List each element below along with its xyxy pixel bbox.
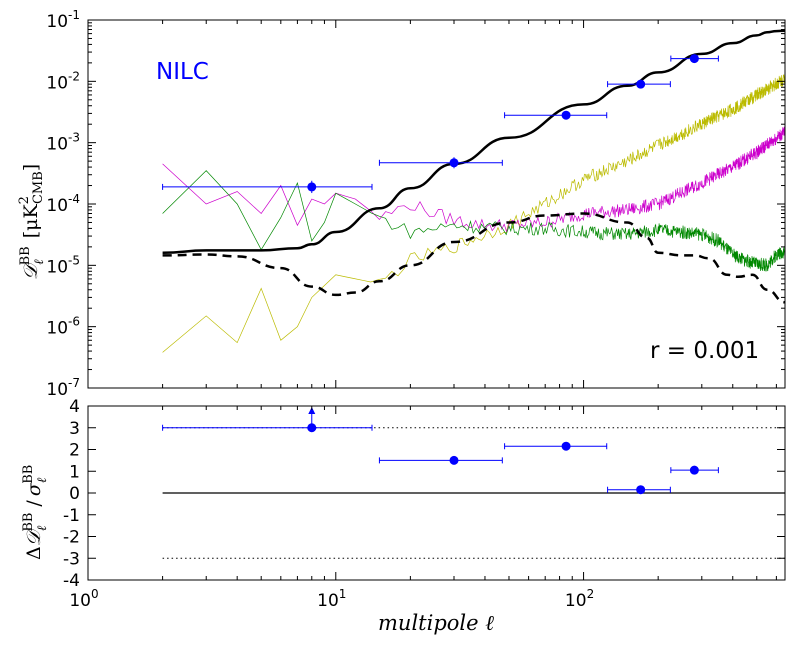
method-label: NILC [156,59,209,85]
upper-bound-arrow-icon [308,407,316,414]
data-point [689,54,699,64]
data-point [636,79,646,89]
x-axis-label: multipole ℓ [378,611,494,635]
y-tick-label: 10-1 [46,8,80,32]
x-tick-label: 100 [69,587,98,611]
data-point [307,182,317,192]
y-tick-label: 10-5 [46,253,80,277]
y-tick-label: -2 [63,528,80,548]
y-tick-label: -1 [63,506,80,526]
y-tick-label: -4 [63,571,80,591]
r-value-label: r = 0.001 [650,338,759,364]
bottom-y-axis-label: Δ𝒟ℓBB/σℓBB [21,465,50,560]
y-tick-label: 3 [69,419,80,439]
series-line-foreground-residual-magenta- [162,126,785,233]
series-line-theory-total [162,29,785,255]
y-tick-label: 10-3 [46,131,80,155]
top-panel: 10-7 10-6 10-5 10-4 10-3 10-2 10-1 NILC r = 0.… [17,8,786,400]
x-tick-label: 102 [565,587,594,611]
residual-point [449,455,459,465]
series-line-noise-yellow- [162,74,785,353]
series-line-noise-residual-green- [162,170,785,272]
y-tick-label: 4 [69,397,80,417]
y-tick-label: 10-2 [46,69,80,93]
y-tick-label: 10-6 [46,315,80,339]
data-point [561,110,571,120]
y-tick-label: 0 [69,484,80,504]
data-point [449,158,459,168]
series-line-lensing-b-modes [162,212,785,304]
x-tick-label: 101 [317,587,346,611]
y-tick-label: -3 [63,549,80,569]
residual-point [307,423,317,433]
y-tick-label: 10-7 [46,376,80,400]
y-tick-label: 1 [69,462,80,482]
residual-point [636,485,646,495]
residual-point [689,465,699,475]
top-y-axis-label: 𝒟ℓBB[μK2CMB] [17,164,47,280]
y-tick-label: 10-4 [46,192,80,216]
residual-point [561,441,571,451]
y-tick-label: 2 [69,441,80,461]
